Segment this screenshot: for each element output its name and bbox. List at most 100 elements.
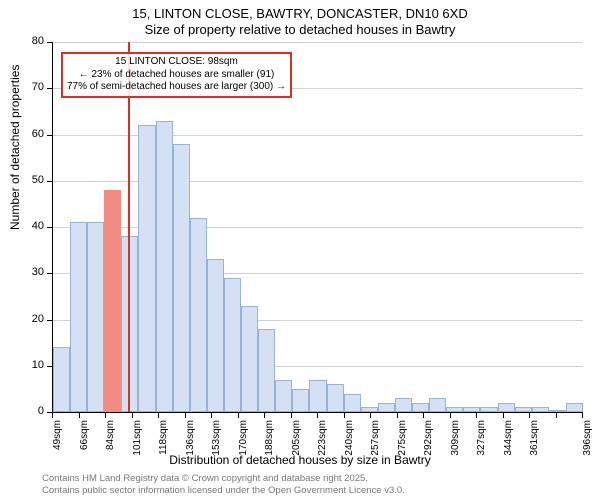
histogram-bar xyxy=(549,410,566,412)
x-tick-label: 292sqm xyxy=(423,420,434,460)
x-tick-label: 240sqm xyxy=(344,420,355,460)
histogram-bar xyxy=(327,384,344,412)
histogram-bar xyxy=(138,125,155,412)
x-tick-label: 327sqm xyxy=(476,420,487,460)
x-tick-mark xyxy=(503,413,504,418)
x-tick-label: 49sqm xyxy=(52,420,63,460)
y-tick-label: 80 xyxy=(14,35,44,47)
y-tick-mark xyxy=(47,181,52,182)
x-tick-mark xyxy=(291,413,292,418)
grid-line xyxy=(53,227,583,228)
histogram-bar xyxy=(463,407,480,412)
x-tick-mark xyxy=(158,413,159,418)
annotation-line-2: ← 23% of detached houses are smaller (91… xyxy=(67,69,286,82)
x-tick-mark xyxy=(556,413,557,418)
y-tick-label: 50 xyxy=(14,174,44,186)
x-tick-label: 257sqm xyxy=(370,420,381,460)
histogram-bar xyxy=(480,407,497,412)
chart-title-sub: Size of property relative to detached ho… xyxy=(0,22,600,37)
histogram-bar xyxy=(87,222,104,412)
histogram-bar xyxy=(498,403,515,412)
x-tick-label: 223sqm xyxy=(317,420,328,460)
highlight-bar xyxy=(104,190,121,412)
y-tick-mark xyxy=(47,227,52,228)
chart-title-main: 15, LINTON CLOSE, BAWTRY, DONCASTER, DN1… xyxy=(0,6,600,21)
annotation-box: 15 LINTON CLOSE: 98sqm ← 23% of detached… xyxy=(61,52,292,98)
x-tick-mark xyxy=(344,413,345,418)
histogram-bar xyxy=(532,407,549,412)
histogram-bar xyxy=(275,380,292,412)
x-tick-label: 136sqm xyxy=(185,420,196,460)
y-tick-label: 20 xyxy=(14,313,44,325)
x-tick-mark xyxy=(397,413,398,418)
x-tick-label: 118sqm xyxy=(158,420,169,460)
x-tick-mark xyxy=(132,413,133,418)
x-tick-label: 309sqm xyxy=(450,420,461,460)
grid-line xyxy=(53,42,583,43)
x-tick-mark xyxy=(211,413,212,418)
grid-line xyxy=(53,181,583,182)
x-tick-mark xyxy=(450,413,451,418)
x-tick-mark xyxy=(238,413,239,418)
x-tick-label: 170sqm xyxy=(238,420,249,460)
plot-area: 15 LINTON CLOSE: 98sqm ← 23% of detached… xyxy=(52,42,583,413)
x-tick-label: 84sqm xyxy=(105,420,116,460)
x-tick-mark xyxy=(105,413,106,418)
y-tick-label: 0 xyxy=(14,405,44,417)
footer-line-2: Contains public sector information licen… xyxy=(42,485,405,496)
x-tick-label: 205sqm xyxy=(291,420,302,460)
y-tick-mark xyxy=(47,135,52,136)
histogram-bar xyxy=(344,394,361,413)
histogram-bar xyxy=(241,306,258,412)
histogram-bar xyxy=(309,380,326,412)
x-tick-mark xyxy=(264,413,265,418)
y-tick-mark xyxy=(47,273,52,274)
y-tick-mark xyxy=(47,320,52,321)
y-tick-label: 60 xyxy=(14,128,44,140)
y-tick-label: 10 xyxy=(14,359,44,371)
annotation-line-3: 77% of semi-detached houses are larger (… xyxy=(67,81,286,94)
x-tick-mark xyxy=(423,413,424,418)
x-tick-label: 153sqm xyxy=(211,420,222,460)
x-tick-mark xyxy=(317,413,318,418)
histogram-bar xyxy=(378,403,395,412)
x-tick-mark xyxy=(370,413,371,418)
histogram-bar xyxy=(224,278,241,412)
x-tick-mark xyxy=(52,413,53,418)
histogram-bar xyxy=(515,407,532,412)
x-tick-label: 66sqm xyxy=(79,420,90,460)
x-tick-mark xyxy=(529,413,530,418)
histogram-bar xyxy=(70,222,87,412)
histogram-bar xyxy=(412,403,429,412)
annotation-line-1: 15 LINTON CLOSE: 98sqm xyxy=(67,56,286,69)
x-tick-label: 101sqm xyxy=(132,420,143,460)
footer-credits: Contains HM Land Registry data © Crown c… xyxy=(42,473,405,496)
histogram-bar xyxy=(121,236,138,412)
x-tick-label: 396sqm xyxy=(582,420,593,460)
x-tick-label: 361sqm xyxy=(529,420,540,460)
x-tick-mark xyxy=(476,413,477,418)
x-tick-label: 344sqm xyxy=(503,420,514,460)
histogram-bar xyxy=(173,144,190,412)
y-tick-label: 40 xyxy=(14,220,44,232)
histogram-bar xyxy=(446,407,463,412)
y-tick-mark xyxy=(47,42,52,43)
x-tick-mark xyxy=(79,413,80,418)
x-tick-mark xyxy=(185,413,186,418)
histogram-bar xyxy=(53,347,70,412)
x-tick-label: 188sqm xyxy=(264,420,275,460)
footer-line-1: Contains HM Land Registry data © Crown c… xyxy=(42,473,405,484)
x-tick-label: 275sqm xyxy=(397,420,408,460)
histogram-bar xyxy=(207,259,224,412)
histogram-bar xyxy=(361,407,378,412)
x-tick-mark xyxy=(582,413,583,418)
histogram-bar xyxy=(429,398,446,412)
histogram-bar xyxy=(258,329,275,412)
histogram-bar xyxy=(292,389,309,412)
y-tick-mark xyxy=(47,88,52,89)
subject-marker-line xyxy=(128,42,130,412)
histogram-bar xyxy=(190,218,207,412)
y-tick-mark xyxy=(47,366,52,367)
y-tick-label: 70 xyxy=(14,81,44,93)
grid-line xyxy=(53,135,583,136)
